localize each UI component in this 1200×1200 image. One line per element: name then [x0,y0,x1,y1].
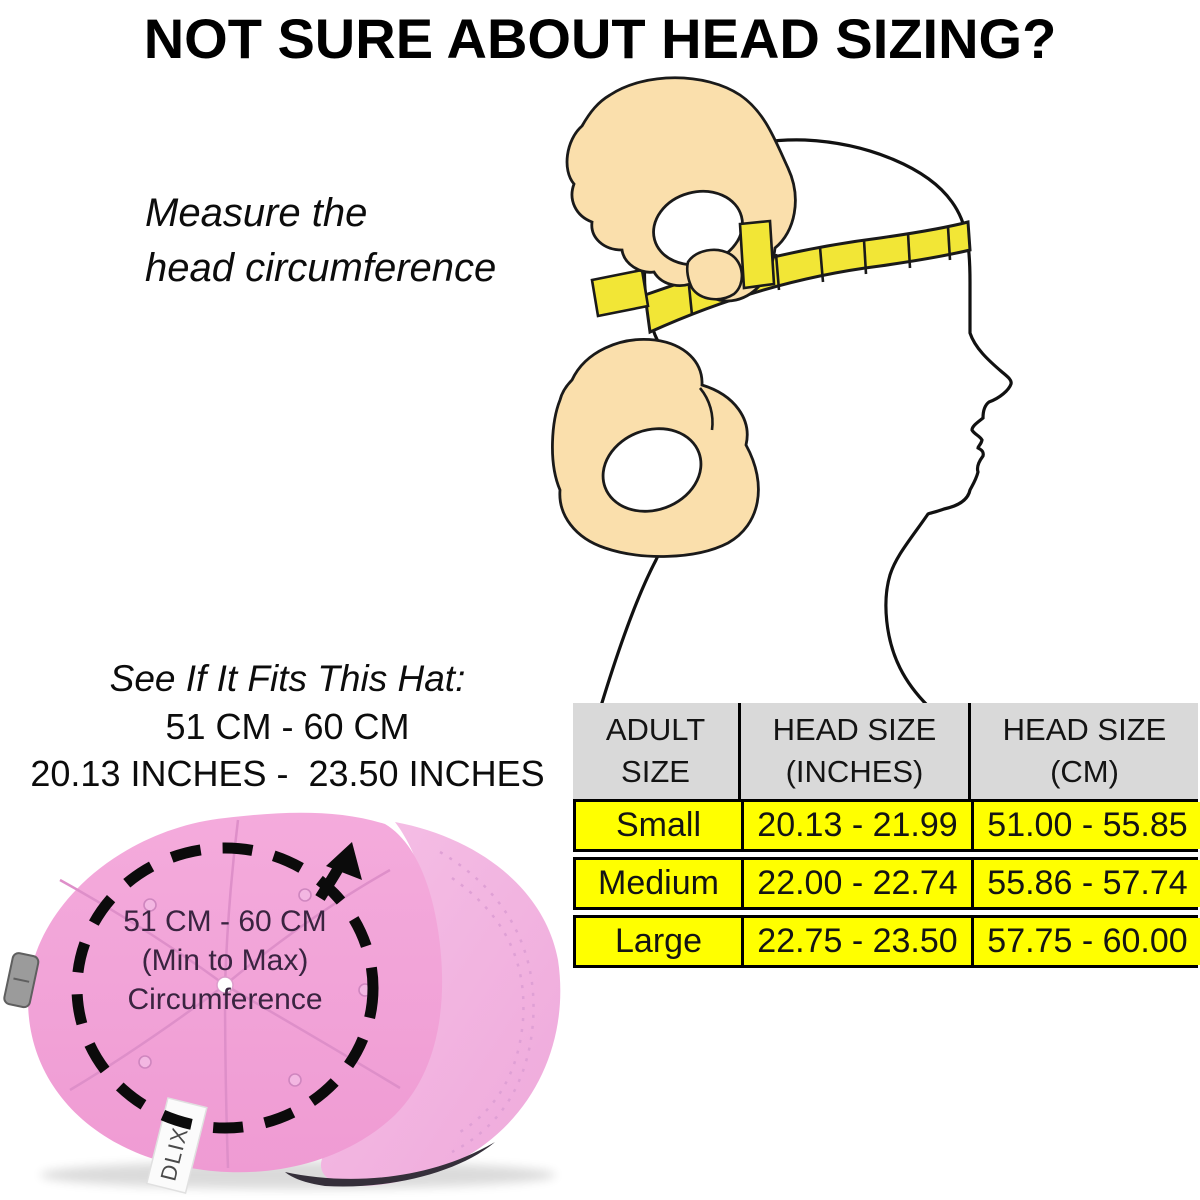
lower-hand [551,337,760,558]
size-cell: Large [576,918,741,965]
cap-label-line3: Circumference [127,983,323,1016]
cap-circumference-label: 51 CM - 60 CM (Min to Max) Circumference [65,902,385,1019]
lower-hand-thumb-line [698,387,714,431]
tape-end-left [590,268,650,318]
cap-strap-clasp [3,952,40,1009]
column-header-adult-size: ADULT SIZE [573,703,738,799]
tape-tab-vertical [738,219,776,290]
fit-note: See If It Fits This Hat: 51 CM - 60 CM 2… [5,656,570,796]
head-measuring-illustration [551,76,1013,708]
upper-hand [565,76,797,303]
cap-panel-seams [59,819,401,1169]
inches-cell: 22.00 - 22.74 [741,860,971,907]
column-header-text: (CM) [1050,754,1119,789]
cap-underside-shadow [285,1142,495,1187]
size-cell: Medium [576,860,741,907]
cm-cell: 55.86 - 57.74 [971,860,1200,907]
column-header-text: ADULT [605,712,706,747]
table-row-large: Large 22.75 - 23.50 57.75 - 60.00 [573,915,1200,968]
column-header-text: HEAD SIZE [1002,712,1167,747]
page-title: NOT SURE ABOUT HEAD SIZING? [143,7,1057,70]
fit-note-inches-range: 20.13 INCHES - 23.50 INCHES [30,753,545,794]
measure-instruction-line1: Measure the [145,191,368,235]
cm-cell: 51.00 - 55.85 [971,802,1200,849]
size-cell: Small [576,802,741,849]
cap-label-line1: 51 CM - 60 CM [123,905,327,938]
lower-hand-finger-gap [601,427,703,513]
fit-note-cm-range: 51 CM - 60 CM [165,706,410,747]
fit-note-heading: See If It Fits This Hat: [109,658,466,699]
measure-instruction: Measure the head circumference [145,186,496,296]
table-row-small: Small 20.13 - 21.99 51.00 - 55.85 [573,802,1200,852]
circumference-dashed-circle [71,842,379,1134]
column-header-text: (INCHES) [785,754,924,789]
table-row-medium: Medium 22.00 - 22.74 55.86 - 57.74 [573,857,1200,910]
pink-cap-image: DLIX [3,812,561,1194]
column-header-head-size-cm: HEAD SIZE (CM) [968,703,1198,799]
cap-top-button [216,976,234,994]
arrow-up-right-icon [315,842,362,901]
cap-brim-stitching-inner [451,876,525,1134]
cm-cell: 57.75 - 60.00 [971,918,1200,965]
inches-cell: 22.75 - 23.50 [741,918,971,965]
tape-band [643,220,972,335]
cap-label-line2: (Min to Max) [141,944,309,977]
inches-cell: 20.13 - 21.99 [741,802,971,849]
measure-instruction-line2: head circumference [145,246,497,290]
column-header-text: HEAD SIZE [772,712,937,747]
size-chart-header-row: ADULT SIZE HEAD SIZE (INCHES) HEAD SIZE … [573,703,1198,802]
column-header-head-size-inches: HEAD SIZE (INCHES) [738,703,968,799]
upper-hand-fingertip [685,248,744,301]
column-header-text: SIZE [621,754,690,789]
size-chart-table: ADULT SIZE HEAD SIZE (INCHES) HEAD SIZE … [573,703,1200,968]
